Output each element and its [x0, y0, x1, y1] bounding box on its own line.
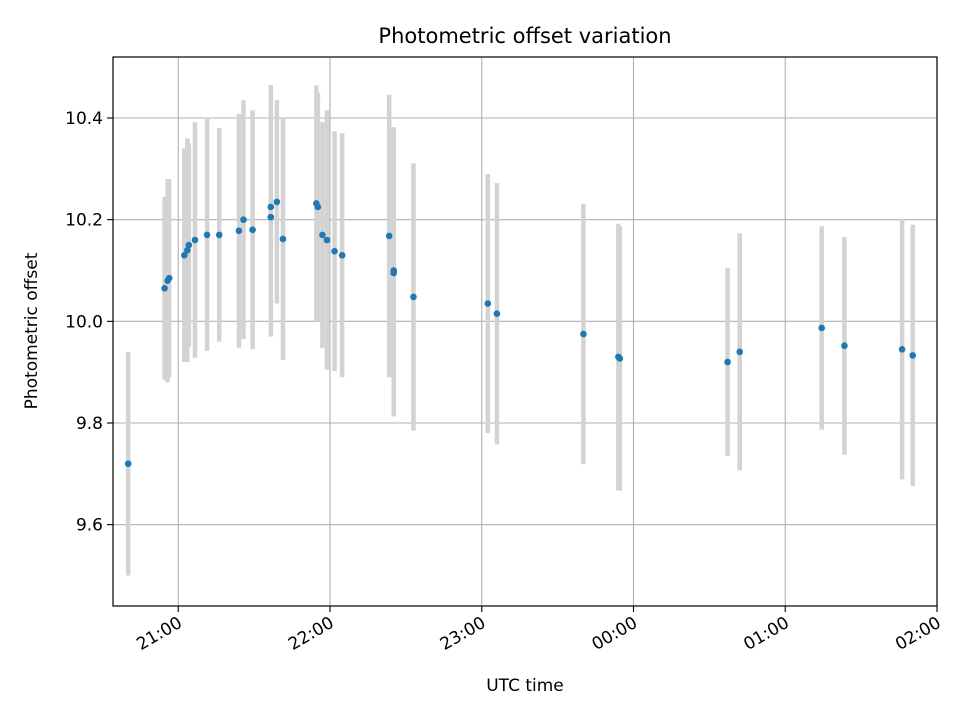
y-axis-label: Photometric offset — [22, 252, 42, 409]
data-point — [181, 251, 188, 259]
data-point — [580, 330, 587, 338]
data-point — [240, 216, 247, 223]
data-point — [191, 236, 199, 244]
data-point — [235, 227, 243, 235]
plot-frame — [112, 56, 938, 607]
y-tick-label: 10.0 — [65, 312, 103, 332]
data-point — [818, 324, 825, 332]
data-point — [385, 232, 393, 240]
data-point — [165, 274, 173, 282]
data-point — [484, 300, 492, 307]
data-point — [185, 241, 193, 249]
data-point — [319, 231, 326, 239]
y-tick-label: 9.8 — [76, 414, 103, 434]
data-point — [390, 269, 398, 277]
data-point — [898, 345, 906, 353]
data-point — [616, 355, 624, 362]
data-point — [736, 348, 744, 356]
data-point — [410, 293, 417, 301]
y-tick-label: 9.6 — [76, 516, 103, 536]
data-point — [215, 231, 223, 239]
data-point — [184, 246, 191, 254]
data-point — [338, 251, 346, 259]
data-point — [909, 352, 917, 359]
data-point — [267, 203, 275, 211]
data-point — [124, 460, 132, 467]
data-point — [493, 310, 501, 318]
data-point — [331, 247, 338, 255]
data-point — [203, 231, 211, 239]
data-point — [841, 342, 848, 350]
data-point — [273, 198, 281, 206]
data-point — [279, 235, 287, 243]
data-point — [323, 236, 331, 244]
x-axis-label: UTC time — [486, 676, 564, 696]
y-tick-label: 10.4 — [65, 109, 103, 129]
data-point — [267, 213, 275, 221]
y-tick-label: 10.2 — [65, 211, 103, 231]
data-point — [724, 358, 731, 366]
data-point — [161, 284, 168, 292]
data-point — [314, 203, 322, 211]
data-point — [249, 226, 256, 234]
chart-title: Photometric offset variation — [378, 24, 671, 48]
point-layer — [124, 198, 917, 467]
